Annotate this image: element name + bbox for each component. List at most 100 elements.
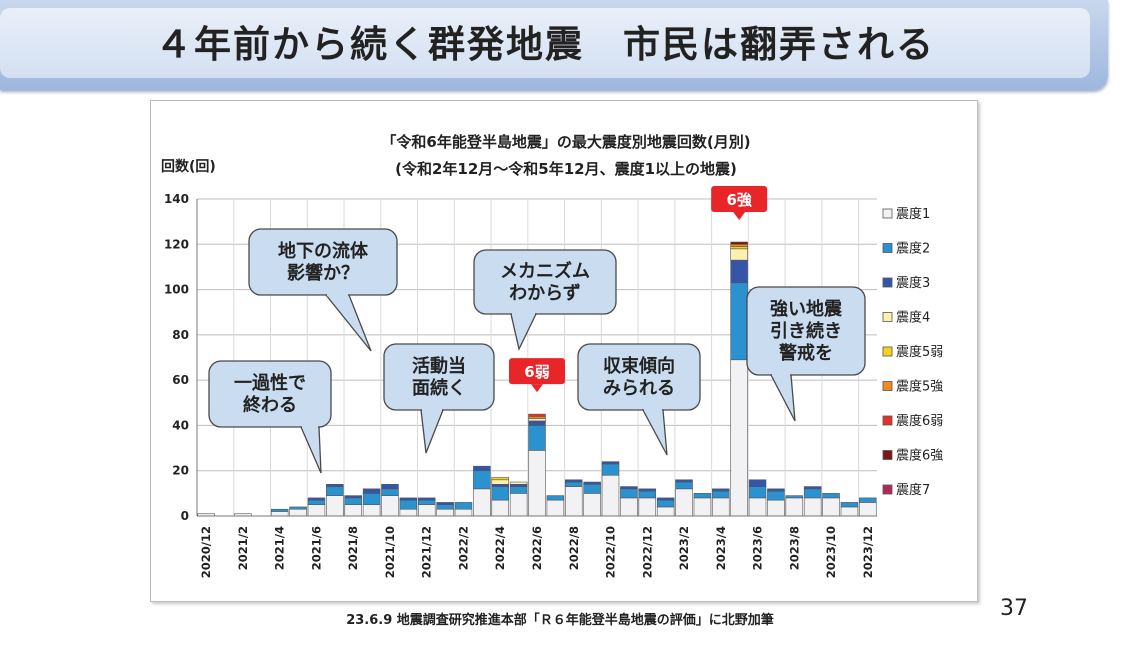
bar-segment (307, 504, 326, 517)
callout-bubble (473, 249, 617, 315)
x-tick-label: 2023/8 (787, 526, 801, 570)
bar-segment (307, 497, 326, 501)
legend-label: 震度3 (896, 275, 930, 291)
bar-segment (381, 483, 399, 490)
bar-segment (675, 479, 693, 483)
bar-segment (417, 504, 436, 517)
callout-text: 収束傾向 (603, 355, 675, 377)
bar-segment (822, 497, 840, 517)
legend-swatch (882, 381, 893, 391)
bar-segment (528, 413, 546, 417)
x-tick-label: 2021/4 (273, 526, 287, 570)
bar-segment (326, 486, 344, 496)
bar-segment (767, 490, 785, 501)
bar-segment (730, 241, 748, 245)
y-tick-label: 140 (164, 192, 189, 206)
y-axis-label: 回数(回) (161, 158, 216, 175)
chart-title: 「令和6年能登半島地震」の最大震度別地震回数(月別) (381, 133, 750, 151)
chart-panel: 0 20 40 60 80 100 120 140 2020/12 2021/2 2021/4 202… (150, 100, 978, 602)
chart-subtitle: (令和2年12月～令和5年12月、震度1以上の地震) (395, 160, 737, 178)
bar-segment (454, 502, 473, 510)
bar-segment (859, 497, 877, 503)
bar-segment (289, 506, 307, 510)
legend-swatch (882, 415, 893, 426)
callout-text: 面続く (412, 377, 466, 399)
y-tick-label: 80 (172, 328, 189, 342)
bar-segment (767, 499, 785, 517)
bar-segment (326, 495, 344, 517)
slide-title: ４年前から続く群発地震 市民は翻弄される (155, 23, 935, 66)
bar-segment (564, 479, 583, 483)
bar-segment (693, 493, 712, 499)
bar-segment (656, 497, 675, 501)
bar-segment (748, 497, 767, 517)
bar-segment (270, 508, 289, 512)
bar-segment (528, 420, 546, 426)
callout-text: 活動当 (412, 355, 466, 377)
x-tick-label: 2023/6 (751, 526, 765, 570)
legend-label: 震度4 (896, 310, 930, 326)
bar-segment (491, 479, 510, 485)
bar-segment (344, 504, 362, 517)
bar-segment (803, 486, 822, 490)
callout-tail (510, 313, 538, 351)
x-tick-label: 2021/2 (236, 526, 250, 570)
legend-swatch (882, 312, 893, 322)
bar-segment (656, 506, 675, 517)
x-tick-label: 2022/10 (604, 526, 618, 578)
bar-segment (473, 470, 491, 490)
bar-segment (362, 504, 381, 517)
title-banner: ４年前から続く群発地震 市民は翻弄される (0, 0, 1108, 90)
callout-text: 地下の流体 (278, 240, 369, 262)
legend-swatch (882, 208, 893, 219)
bar-segment (638, 490, 657, 499)
intensity-marker: 6弱 (509, 358, 565, 393)
y-tick-label: 120 (164, 237, 189, 251)
bar-segment (473, 488, 491, 517)
bar-segment (399, 497, 418, 501)
marker-box (711, 186, 768, 213)
bar-segment (509, 486, 528, 494)
callout-tail (324, 294, 372, 352)
earthquake-count-chart: 0 20 40 60 80 100 120 140 2020/12 2021/2 2021/4 202… (161, 133, 943, 578)
legend-label: 震度5弱 (896, 344, 943, 360)
legend-swatch (882, 484, 893, 495)
legend-swatch (882, 346, 893, 357)
bar-segment (509, 493, 528, 517)
x-tick-label: 2021/8 (346, 526, 360, 570)
bar-segment (730, 359, 748, 517)
bar-segment (730, 243, 748, 247)
legend-label: 震度7 (896, 482, 930, 498)
callout-bubble (577, 343, 701, 411)
bar-segment (344, 495, 362, 499)
x-tick-label: 2023/12 (861, 526, 875, 578)
bar-segment (417, 499, 436, 505)
callout-text: 終わる (243, 394, 297, 416)
bar-segment (436, 508, 454, 517)
bar-segment (509, 481, 528, 485)
y-tick-label: 0 (181, 509, 189, 523)
x-tick-label: 2023/2 (677, 526, 691, 570)
bar-segment (528, 425, 546, 451)
callout-tail (420, 409, 444, 454)
source-note: 23.6.9 地震調査研究推進本部「Ｒ６年能登半島地震の評価」に北野加筆 (346, 613, 774, 628)
x-tick-label: 2021/10 (383, 526, 397, 578)
bar-segment (620, 497, 638, 517)
bar-segment (344, 497, 362, 505)
bar-segment (730, 282, 748, 361)
x-tick-label: 2021/12 (420, 526, 434, 578)
callout-tail (769, 374, 796, 422)
bar-segment (693, 497, 712, 517)
bar-segment (326, 483, 344, 487)
bar-segment (491, 477, 510, 481)
bar-segment (289, 508, 307, 517)
x-tick-label: 2021/6 (309, 526, 323, 570)
legend-swatch (882, 277, 893, 288)
bar-segment (803, 497, 822, 517)
callout-text: 強い地震 (770, 298, 843, 320)
bar-segment (491, 499, 510, 517)
bar-segment (803, 488, 822, 499)
bar-segment (307, 499, 326, 505)
bar-segment (362, 488, 381, 494)
